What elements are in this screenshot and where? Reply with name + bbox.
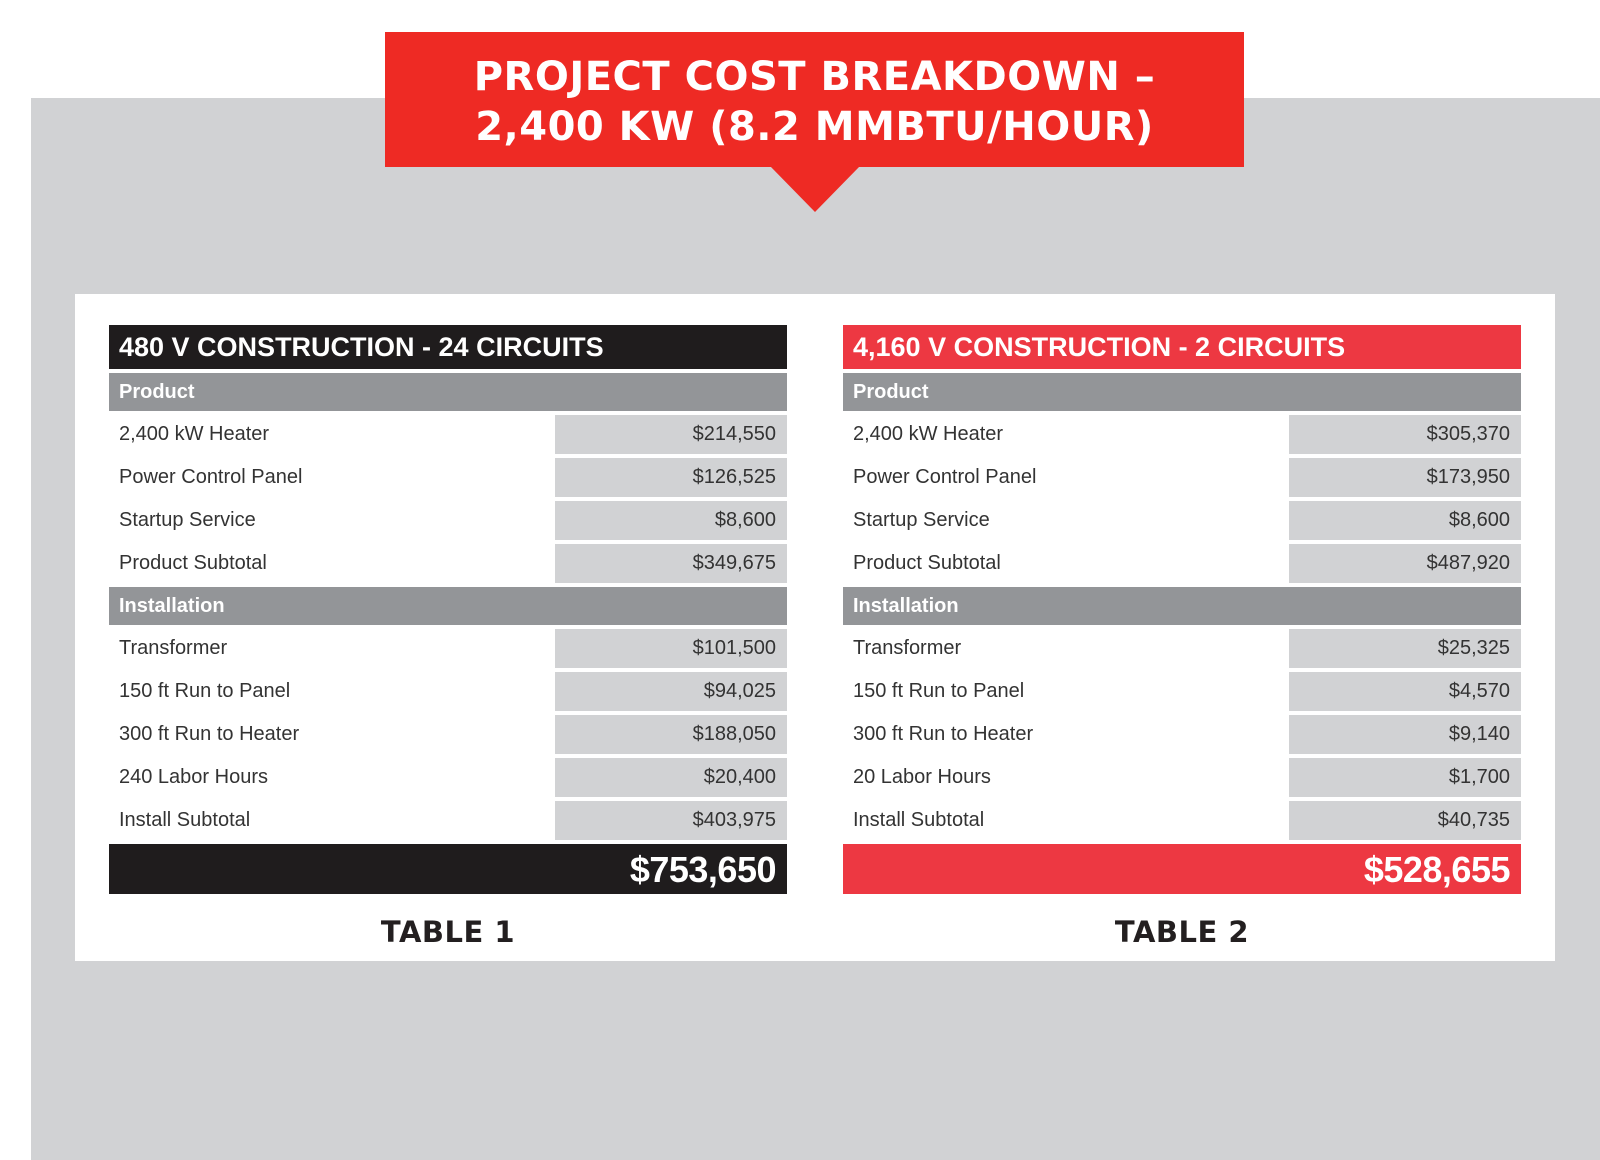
table-row: 2,400 kW Heater $214,550 <box>109 415 787 454</box>
table-row-subtotal: Product Subtotal $487,920 <box>843 544 1521 583</box>
table-row-subtotal: Install Subtotal $40,735 <box>843 801 1521 840</box>
row-label: Install Subtotal <box>853 809 985 831</box>
row-value: $173,950 <box>1289 458 1521 497</box>
row-label: Install Subtotal <box>119 809 251 831</box>
row-label: Transformer <box>119 637 228 659</box>
cost-table-4160v: 4,160 V CONSTRUCTION - 2 CIRCUITS Produc… <box>843 325 1521 950</box>
table-row: Transformer $25,325 <box>843 629 1521 668</box>
row-label: 300 ft Run to Heater <box>853 723 1034 745</box>
row-value: $8,600 <box>1289 501 1521 540</box>
table-row: 150 ft Run to Panel $4,570 <box>843 672 1521 711</box>
table-row: Power Control Panel $173,950 <box>843 458 1521 497</box>
table-row: 20 Labor Hours $1,700 <box>843 758 1521 797</box>
row-label: Power Control Panel <box>853 466 1037 488</box>
row-label: Startup Service <box>853 509 990 531</box>
row-label: Power Control Panel <box>119 466 303 488</box>
section-header-product: Product <box>109 373 787 411</box>
cost-table-480v: 480 V CONSTRUCTION - 24 CIRCUITS Product… <box>109 325 787 950</box>
table-row: 2,400 kW Heater $305,370 <box>843 415 1521 454</box>
row-value: $25,325 <box>1289 629 1521 668</box>
row-value: $188,050 <box>555 715 787 754</box>
banner-title-line-2: 2,400 KW (8.2 MMBTU/HOUR) <box>475 104 1154 150</box>
row-value: $305,370 <box>1289 415 1521 454</box>
row-label: 300 ft Run to Heater <box>119 723 300 745</box>
grand-total: $528,655 <box>843 844 1521 894</box>
row-label: Startup Service <box>119 509 256 531</box>
tables-panel: 480 V CONSTRUCTION - 24 CIRCUITS Product… <box>75 294 1555 961</box>
row-label: 240 Labor Hours <box>119 766 268 788</box>
row-label: 20 Labor Hours <box>853 766 991 788</box>
table-row: 150 ft Run to Panel $94,025 <box>109 672 787 711</box>
row-label: Product Subtotal <box>119 552 267 574</box>
grand-total: $753,650 <box>109 844 787 894</box>
table-row: 240 Labor Hours $20,400 <box>109 758 787 797</box>
table-title: 480 V CONSTRUCTION - 24 CIRCUITS <box>109 325 787 369</box>
table-row: Startup Service $8,600 <box>109 501 787 540</box>
row-label: Transformer <box>853 637 962 659</box>
table-row-subtotal: Install Subtotal $403,975 <box>109 801 787 840</box>
row-label: 150 ft Run to Panel <box>853 680 1025 702</box>
row-value: $20,400 <box>555 758 787 797</box>
row-value: $40,735 <box>1289 801 1521 840</box>
table-title: 4,160 V CONSTRUCTION - 2 CIRCUITS <box>843 325 1521 369</box>
section-header-installation: Installation <box>109 587 787 625</box>
table-caption: TABLE 2 <box>1114 915 1250 949</box>
row-value: $403,975 <box>555 801 787 840</box>
section-header-product: Product <box>843 373 1521 411</box>
table-row: 300 ft Run to Heater $9,140 <box>843 715 1521 754</box>
table-row: 300 ft Run to Heater $188,050 <box>109 715 787 754</box>
table-row-subtotal: Product Subtotal $349,675 <box>109 544 787 583</box>
table-row: Startup Service $8,600 <box>843 501 1521 540</box>
row-value: $349,675 <box>555 544 787 583</box>
row-value: $487,920 <box>1289 544 1521 583</box>
banner-pointer <box>770 166 860 212</box>
row-value: $9,140 <box>1289 715 1521 754</box>
row-label: Product Subtotal <box>853 552 1001 574</box>
table-row: Power Control Panel $126,525 <box>109 458 787 497</box>
row-value: $214,550 <box>555 415 787 454</box>
banner-title-line-1: PROJECT COST BREAKDOWN – <box>473 54 1156 100</box>
row-label: 2,400 kW Heater <box>119 423 270 445</box>
section-header-installation: Installation <box>843 587 1521 625</box>
row-label: 150 ft Run to Panel <box>119 680 291 702</box>
row-value: $1,700 <box>1289 758 1521 797</box>
row-label: 2,400 kW Heater <box>853 423 1004 445</box>
row-value: $8,600 <box>555 501 787 540</box>
row-value: $4,570 <box>1289 672 1521 711</box>
title-banner: PROJECT COST BREAKDOWN – 2,400 KW (8.2 M… <box>385 32 1244 167</box>
row-value: $126,525 <box>555 458 787 497</box>
table-row: Transformer $101,500 <box>109 629 787 668</box>
row-value: $101,500 <box>555 629 787 668</box>
row-value: $94,025 <box>555 672 787 711</box>
table-caption: TABLE 1 <box>380 915 516 949</box>
